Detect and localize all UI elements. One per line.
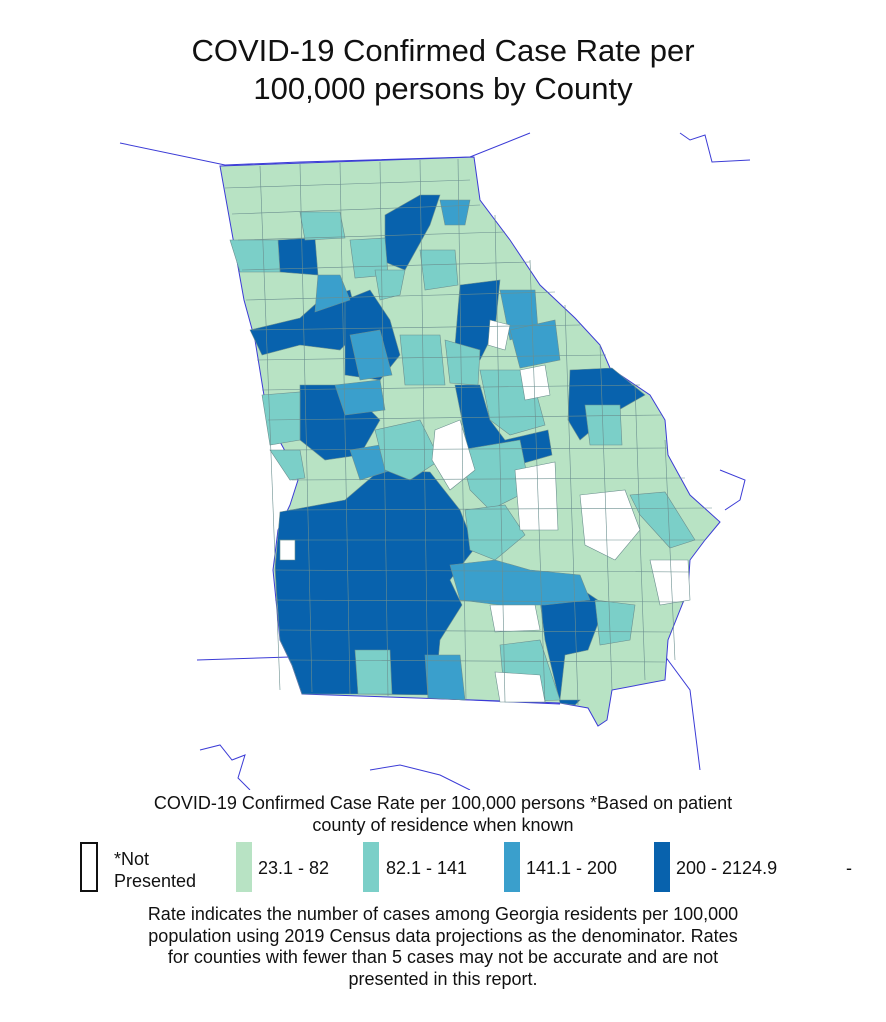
county-region — [584, 404, 623, 446]
legend-not-presented-line-2: Presented — [114, 871, 197, 891]
county-region — [464, 504, 526, 561]
county-region — [579, 489, 641, 561]
county-region — [439, 199, 471, 226]
county-region — [299, 211, 346, 241]
county-borders — [224, 158, 713, 706]
county-region — [459, 439, 531, 511]
county-region — [261, 391, 301, 446]
county-region — [374, 269, 406, 301]
footnote-line-3: for counties with fewer than 5 cases may… — [167, 947, 719, 967]
county-region — [269, 449, 306, 481]
county-region — [629, 491, 696, 549]
footnote-line-4: presented in this report. — [348, 968, 538, 989]
county-region — [399, 334, 446, 386]
legend-swatch-class-4 — [654, 842, 670, 892]
legend: *Not Presented 23.1 - 82 82.1 - 141 141.… — [0, 842, 886, 894]
georgia-county-map — [119, 132, 751, 790]
legend-not-presented-line-1: *Not — [114, 849, 150, 869]
legend-title-line-2: county of residence when known — [312, 815, 574, 835]
map-title: COVID-19 Confirmed Case Rate per 100,000… — [0, 32, 886, 108]
legend-swatch-class-1 — [236, 842, 252, 892]
legend-label-class-3: 141.1 - 200 — [526, 858, 618, 878]
county-regions — [229, 194, 696, 706]
county-region — [279, 539, 296, 561]
county-region — [649, 559, 691, 606]
county-region — [419, 249, 459, 291]
county-region — [354, 649, 393, 695]
county-region — [424, 654, 466, 701]
county-region — [494, 671, 546, 703]
county-region — [514, 461, 559, 531]
legend-title: COVID-19 Confirmed Case Rate per 100,000… — [0, 792, 886, 836]
county-region — [349, 329, 393, 381]
map-title-line-1: COVID-19 Confirmed Case Rate per — [191, 33, 695, 68]
legend-label-class-2: 82.1 - 141 — [386, 858, 468, 878]
county-region — [277, 237, 319, 276]
legend-label-not-presented: *Not Presented — [114, 848, 196, 892]
legend-swatch-class-2 — [363, 842, 379, 892]
county-region — [489, 604, 541, 633]
county-region — [444, 339, 481, 386]
footnote-line-1: Rate indicates the number of cases among… — [147, 904, 739, 924]
legend-trailing-dash: - — [846, 858, 852, 878]
county-region — [487, 319, 511, 351]
county-region — [594, 599, 636, 646]
map-title-line-2: 100,000 persons by County — [253, 71, 633, 106]
legend-label-class-1: 23.1 - 82 — [258, 858, 330, 878]
county-region — [374, 419, 441, 481]
legend-swatch-class-3 — [504, 842, 520, 892]
county-region — [314, 274, 351, 313]
legend-title-line-1: COVID-19 Confirmed Case Rate per 100,000… — [153, 793, 733, 813]
footnote: Rate indicates the number of cases among… — [0, 904, 886, 990]
legend-swatch-not-presented — [80, 842, 98, 892]
footnote-line-2: population using 2019 Census data projec… — [148, 925, 738, 946]
legend-label-class-4: 200 - 2124.9 — [676, 858, 778, 878]
county-region — [229, 239, 281, 273]
county-region — [519, 364, 551, 401]
